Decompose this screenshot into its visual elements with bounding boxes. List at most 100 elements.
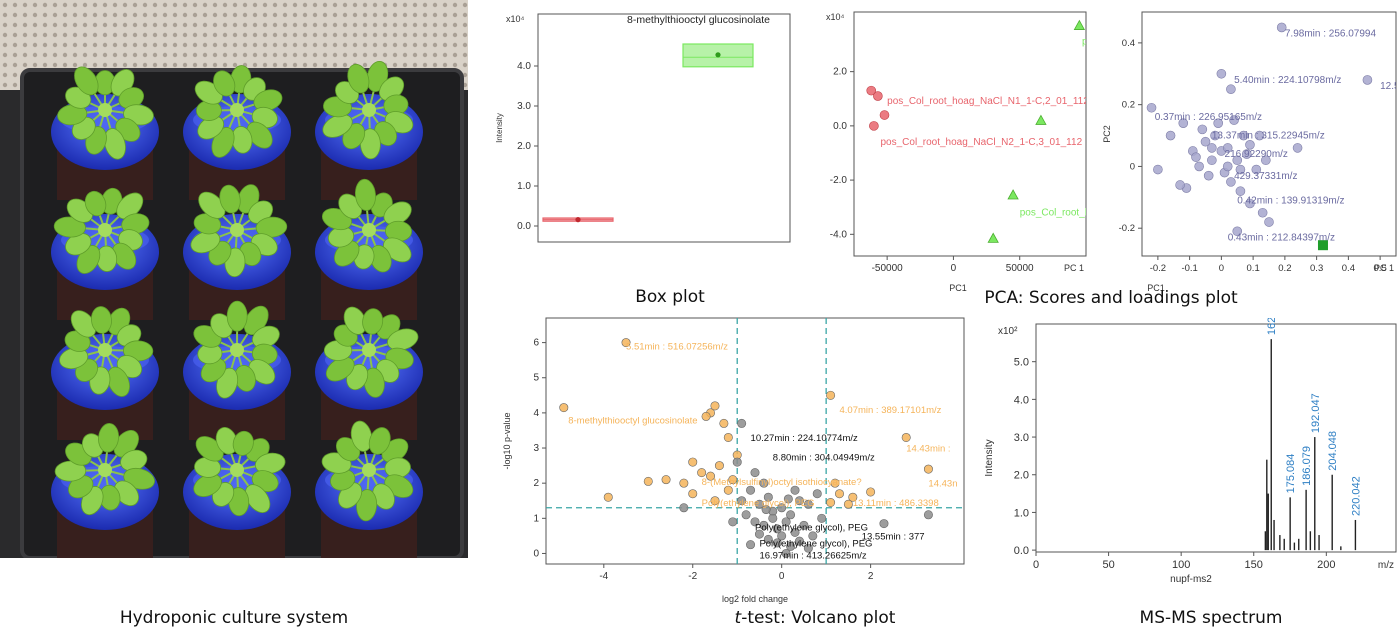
data-point — [621, 338, 631, 348]
point-label: pos_Col_root_hoag_NaCl_N1_1-C,2_01_112 — [887, 96, 1089, 107]
point-label: 4.07min : 389.17101m/z — [839, 405, 941, 416]
data-point — [763, 492, 773, 502]
data-point — [701, 411, 711, 421]
point-label: Poly(ethylene glycol), PEG — [702, 498, 815, 509]
x-axis-label: PC1 — [1147, 283, 1165, 293]
y-tick-label: 3 — [533, 443, 539, 454]
point-label: 14.43min : — [906, 444, 950, 455]
plot-area: 7.98min : 256.07994 12.5 5.40min : 224.107… — [1146, 22, 1400, 251]
data-point — [1213, 118, 1223, 128]
y-tick-label: 0.4 — [1122, 38, 1135, 49]
data-point — [688, 489, 698, 499]
data-point — [746, 540, 756, 550]
point-label: 8.80min : 304.04949m/z — [773, 452, 875, 463]
plant-rosette-icon — [321, 178, 413, 273]
data-point — [723, 485, 733, 495]
data-point — [790, 485, 800, 495]
data-point — [732, 457, 742, 467]
rosette-center — [362, 103, 376, 117]
data-point — [772, 538, 782, 548]
data-point — [799, 520, 809, 530]
point-label: 8-(Methylsulfinyl)octyl isothiocyanate? — [702, 477, 862, 488]
point-label: 16.97min : 413.26625m/z — [759, 551, 866, 562]
point-label: 12.5 — [1380, 81, 1400, 92]
series-0 — [1146, 22, 1373, 237]
x-tick-label: -0.1 — [1181, 263, 1197, 274]
plant-tray-image — [0, 0, 468, 560]
data-point — [706, 471, 716, 481]
peak-label: 192.047 — [1310, 393, 1322, 433]
data-point — [817, 513, 827, 523]
data-point — [719, 418, 729, 428]
x-tick-label: 0 — [779, 571, 785, 582]
plant-rosette-icon — [190, 184, 288, 278]
data-point — [826, 498, 836, 508]
caption-photo: Hydroponic culture system — [119, 608, 349, 628]
data-point — [737, 418, 747, 428]
data-point — [1264, 217, 1274, 227]
data-point — [559, 403, 569, 413]
leaf — [255, 216, 288, 238]
plot-area: pos_Col_root_hoag_NaCl_N1_1-C,2_01_112po… — [866, 19, 1089, 243]
data-point — [1210, 130, 1220, 141]
y-tick-label: -2.0 — [830, 175, 848, 186]
leaf — [245, 484, 271, 514]
data-point — [1222, 161, 1233, 172]
point-label: Poly(ethylene glycol), PEG — [755, 523, 868, 534]
x-tick-label: 0.3 — [1310, 263, 1323, 274]
data-point — [603, 492, 613, 502]
data-point — [1226, 84, 1236, 95]
rosette-center — [98, 103, 112, 117]
rosette-center — [362, 223, 376, 237]
series-0 — [866, 85, 890, 131]
x-axis-end-label: PC 1 — [1064, 263, 1084, 273]
point-label: 8-methylthiooctyl glucosinolate — [568, 415, 697, 426]
data-point — [679, 478, 689, 488]
data-point — [761, 505, 771, 515]
data-point — [803, 543, 813, 553]
y-tick-label: 0.2 — [1122, 100, 1135, 111]
x-axis-label: nupf-ms2 — [1170, 574, 1212, 585]
data-point — [750, 468, 760, 478]
data-point — [786, 541, 796, 551]
x-tick-label: 0 — [1219, 263, 1224, 274]
data-point — [843, 499, 853, 509]
data-point — [848, 492, 858, 502]
point-label: 14.43n — [928, 479, 957, 490]
data-point — [1232, 155, 1243, 166]
data-point — [987, 232, 999, 243]
data-point — [901, 432, 911, 442]
point-label: 0.37min : 226.95165m/z — [1155, 112, 1262, 123]
box-plot-panel: x10⁴ 0.0 1.0 2.0 3.0 4.0 Intensity 8-methylthio… — [490, 4, 796, 274]
data-point — [754, 529, 764, 539]
y-scale-label: x10⁴ — [826, 12, 845, 22]
y-tick-label: 0 — [533, 548, 539, 559]
data-point — [1203, 170, 1214, 181]
hydroponic-photo — [0, 0, 468, 560]
data-point — [826, 390, 836, 400]
pca-loadings-plot: -0.2 -0.1 0 0.1 0.2 0.3 0.4 0.5 -0.2 0 0.2 0.4 PC 1 P… — [1102, 11, 1400, 293]
y-axis-label: Intensity — [495, 113, 504, 143]
leaf — [84, 190, 107, 217]
data-point — [794, 536, 804, 546]
x-tick-label: 50000 — [1006, 263, 1034, 274]
data-point — [1194, 161, 1204, 172]
y-axis-label: PC2 — [1102, 125, 1112, 143]
plot-frame — [1141, 11, 1397, 257]
leaf — [198, 191, 226, 219]
leaf — [219, 184, 241, 214]
plant-rosette-icon — [322, 60, 414, 160]
box-mean-point — [715, 52, 721, 58]
plot-frame — [545, 317, 965, 565]
rosette-center — [230, 103, 244, 117]
plant-rosette-icon — [54, 423, 155, 516]
point-label: 5.40min : 224.10798m/z — [1234, 75, 1341, 86]
x-tick-label: -4 — [599, 571, 608, 582]
y-tick-label: 1.0 — [517, 181, 531, 192]
point-label: 429.37331m/z — [1234, 171, 1297, 182]
data-point — [714, 461, 724, 471]
data-point — [1251, 164, 1262, 175]
plant-rosette-icon — [53, 187, 150, 274]
data-point — [728, 475, 738, 485]
data-point — [1207, 155, 1217, 166]
